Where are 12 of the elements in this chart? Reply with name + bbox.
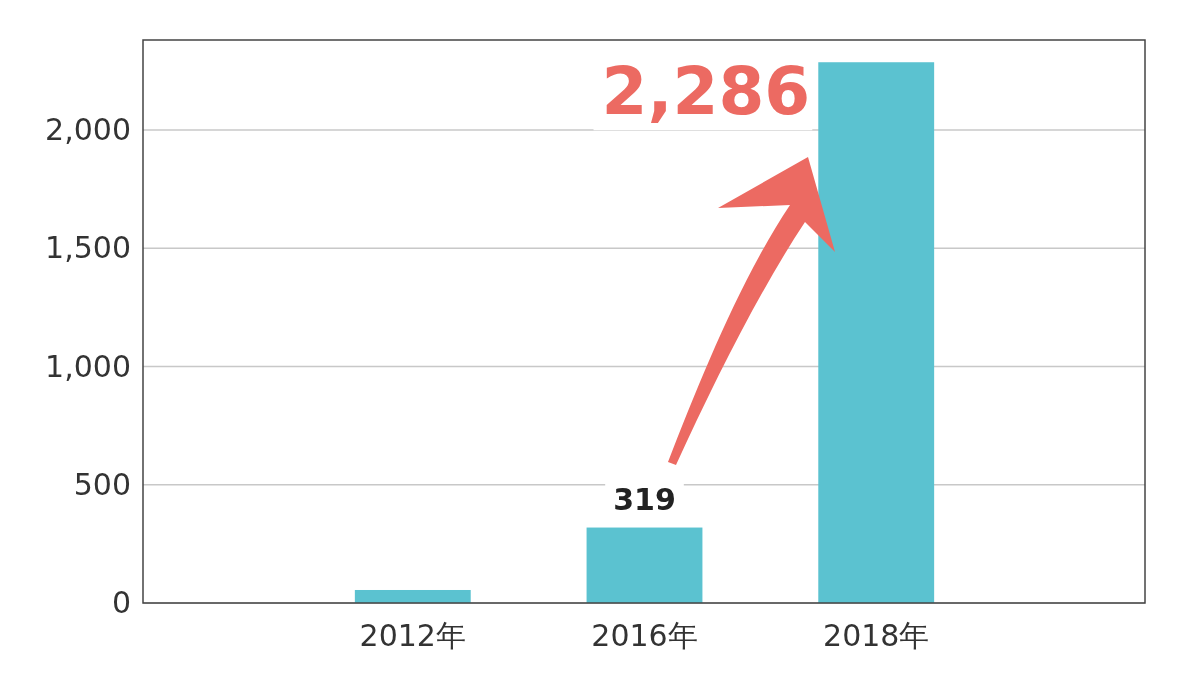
- x-tick-label: 2018年: [823, 618, 930, 654]
- data-label: 319: [613, 481, 676, 517]
- y-tick-label: 500: [73, 466, 131, 502]
- y-tick-label: 1,500: [45, 230, 131, 266]
- y-tick-label: 1,000: [45, 348, 131, 384]
- bar: [586, 527, 703, 603]
- annotation: 2,286: [601, 53, 811, 131]
- x-tick-label: 2016年: [591, 618, 698, 654]
- bar: [354, 589, 471, 603]
- x-tick-label: 2012年: [359, 618, 466, 654]
- y-tick-label: 0: [111, 585, 131, 621]
- y-tick-label: 2,000: [45, 111, 131, 147]
